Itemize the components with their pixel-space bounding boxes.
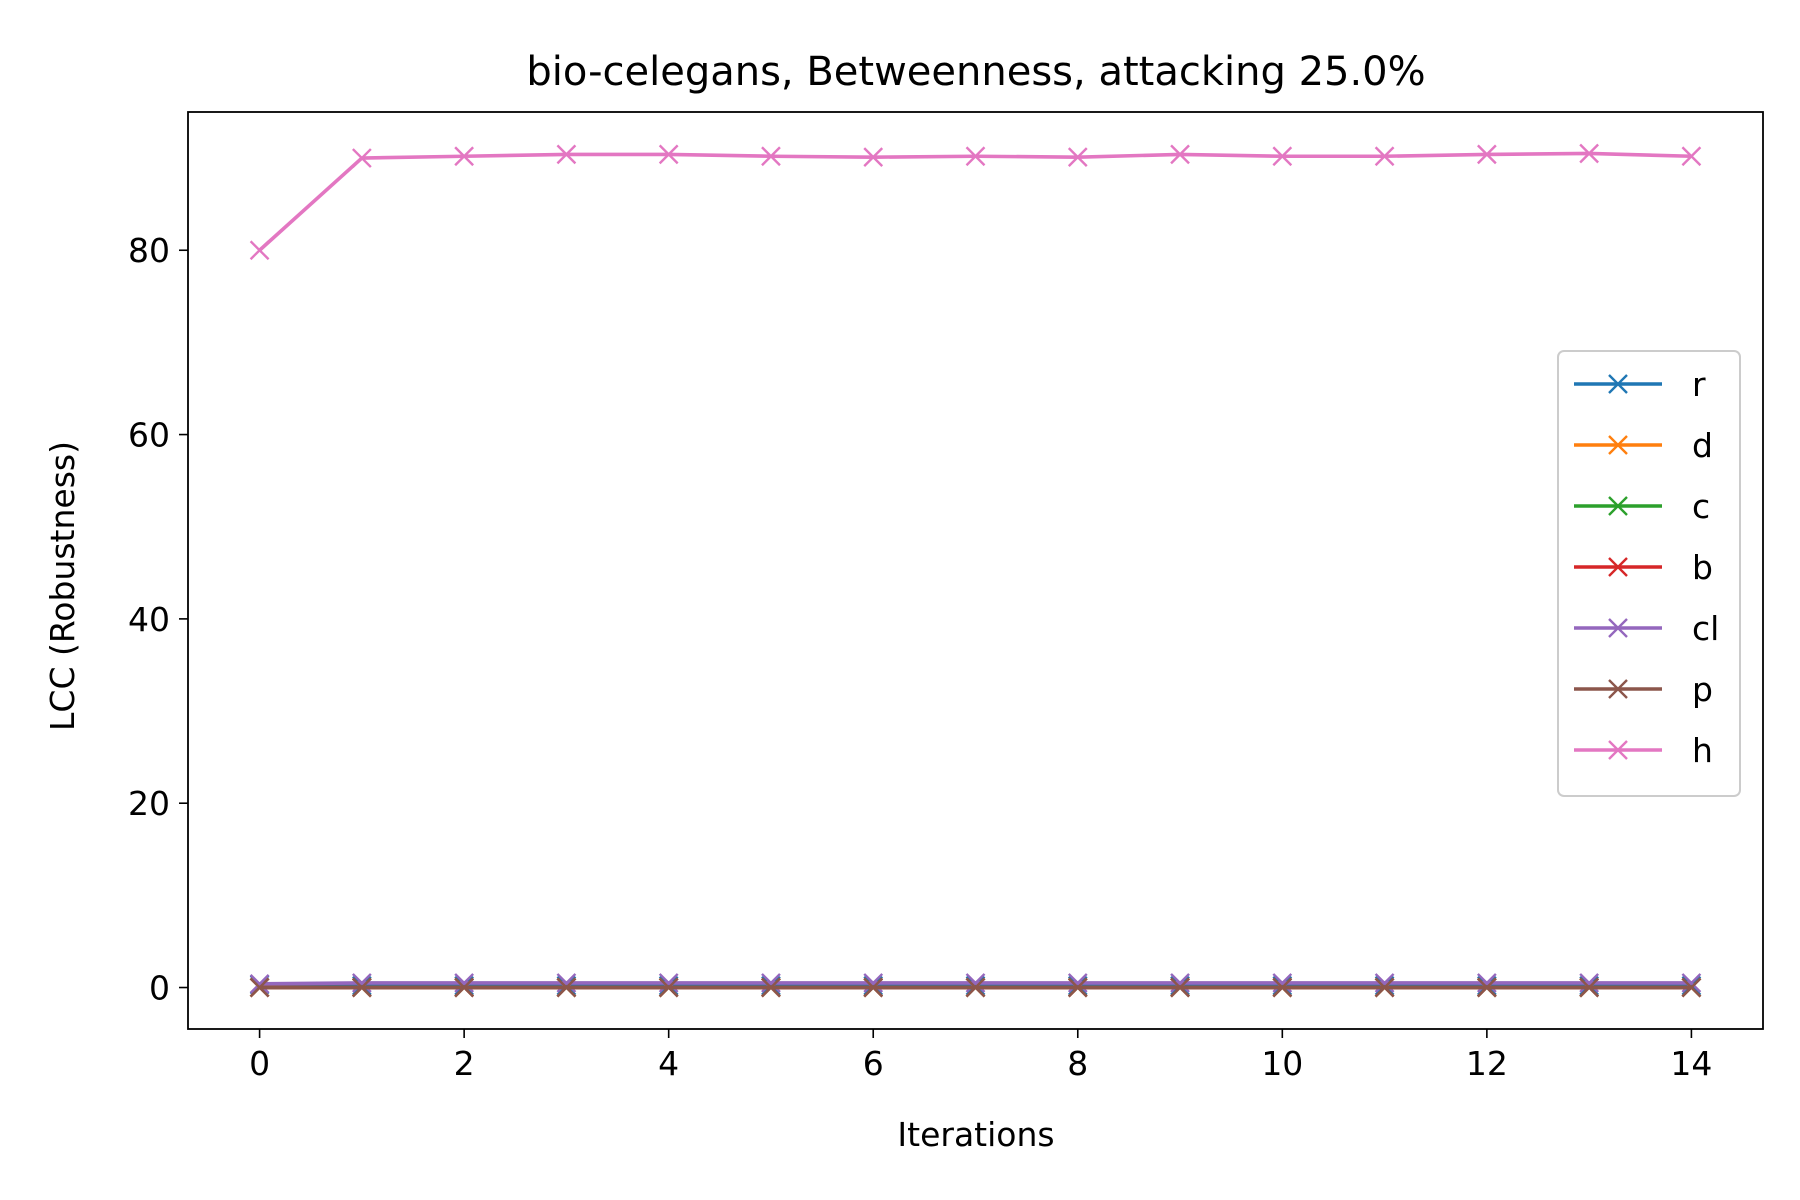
legend-label: r — [1692, 365, 1706, 404]
legend-marker — [1608, 557, 1628, 577]
data-point-r — [1170, 975, 1190, 996]
series-p — [249, 977, 1702, 998]
legend-item-p: p — [1574, 670, 1713, 709]
data-point-h — [249, 240, 270, 261]
data-point-r — [1067, 975, 1088, 996]
legend-item-b: b — [1574, 548, 1713, 587]
legend-label: b — [1692, 548, 1713, 587]
data-point-p — [556, 977, 577, 998]
data-point-p — [1681, 977, 1702, 998]
x-tick-label: 6 — [863, 1044, 884, 1083]
x-tick-label: 12 — [1466, 1044, 1508, 1083]
data-point-h — [1067, 147, 1088, 168]
legend-marker — [1608, 496, 1628, 516]
data-point-p — [454, 977, 474, 998]
legend-marker — [1608, 374, 1628, 394]
data-point-r — [1272, 975, 1293, 996]
legend-label: p — [1692, 670, 1713, 709]
x-tick-label: 10 — [1261, 1044, 1303, 1083]
data-point-p — [1272, 977, 1293, 998]
y-tick-label: 0 — [149, 969, 170, 1008]
series-r — [249, 974, 1702, 996]
legend-marker — [1608, 618, 1628, 638]
legend-item-h: h — [1574, 731, 1713, 770]
data-point-p — [965, 977, 986, 998]
series-h — [249, 143, 1702, 261]
legend-marker — [1608, 740, 1628, 760]
data-point-h — [965, 146, 986, 167]
legend-marker — [1608, 435, 1628, 455]
data-point-p — [761, 977, 781, 998]
chart-title: bio-celegans, Betweenness, attacking 25.… — [526, 49, 1425, 95]
legend-item-cl: cl — [1574, 609, 1719, 648]
data-point-h — [1477, 144, 1497, 165]
legend-item-r: r — [1574, 365, 1706, 404]
data-point-p — [1067, 977, 1088, 998]
data-point-r — [454, 975, 474, 996]
data-point-p — [1374, 977, 1395, 998]
data-point-p — [863, 977, 884, 998]
x-axis: 0 2 4 6 8 10 12 14 — [249, 1029, 1712, 1083]
y-axis-title: LCC (Robustness) — [43, 441, 82, 731]
legend-item-c: c — [1574, 487, 1710, 526]
data-point-r — [556, 975, 577, 996]
plot-frame — [187, 111, 1764, 1030]
y-tick-label: 40 — [128, 600, 170, 639]
data-point-r — [761, 975, 781, 996]
data-point-r — [965, 975, 986, 996]
y-tick-label: 60 — [128, 416, 170, 455]
data-point-r — [352, 975, 372, 996]
legend-marker — [1608, 679, 1628, 699]
legend-box — [1557, 350, 1741, 797]
legend-label: c — [1692, 487, 1710, 526]
data-point-r — [658, 975, 679, 996]
data-point-h — [1681, 146, 1702, 167]
y-axis: 0 20 40 60 80 — [128, 231, 188, 1008]
data-point-p — [249, 977, 270, 998]
plot-area — [249, 143, 1702, 998]
data-point-h — [1579, 143, 1599, 164]
data-point-h — [352, 148, 372, 168]
data-point-r — [1681, 975, 1702, 996]
data-point-p — [1170, 977, 1190, 998]
legend-label: h — [1692, 731, 1713, 770]
x-tick-label: 14 — [1670, 1044, 1712, 1083]
data-point-h — [556, 144, 577, 165]
data-point-h — [1272, 146, 1293, 167]
data-point-h — [1170, 144, 1190, 165]
data-point-r — [1374, 975, 1395, 996]
data-point-p — [1579, 977, 1599, 998]
x-tick-label: 0 — [249, 1044, 270, 1083]
data-point-h — [863, 147, 884, 168]
x-tick-label: 2 — [454, 1044, 475, 1083]
legend-label: cl — [1692, 609, 1719, 648]
legend-item-d: d — [1574, 426, 1713, 465]
data-point-h — [1374, 146, 1395, 167]
x-tick-label: 8 — [1067, 1044, 1088, 1083]
data-point-r — [863, 975, 884, 996]
data-point-cl — [249, 973, 270, 994]
x-axis-title: Iterations — [897, 1115, 1054, 1154]
y-tick-label: 80 — [128, 231, 170, 270]
data-point-r — [1477, 975, 1497, 996]
data-point-p — [658, 977, 679, 998]
data-point-p — [352, 977, 372, 998]
y-tick-label: 20 — [128, 784, 170, 823]
data-point-p — [1477, 977, 1497, 998]
data-point-h — [761, 146, 781, 167]
data-point-h — [454, 146, 474, 167]
data-point-r — [1579, 975, 1599, 996]
data-point-h — [658, 144, 679, 165]
x-tick-label: 4 — [658, 1044, 679, 1083]
legend-label: d — [1692, 426, 1713, 465]
